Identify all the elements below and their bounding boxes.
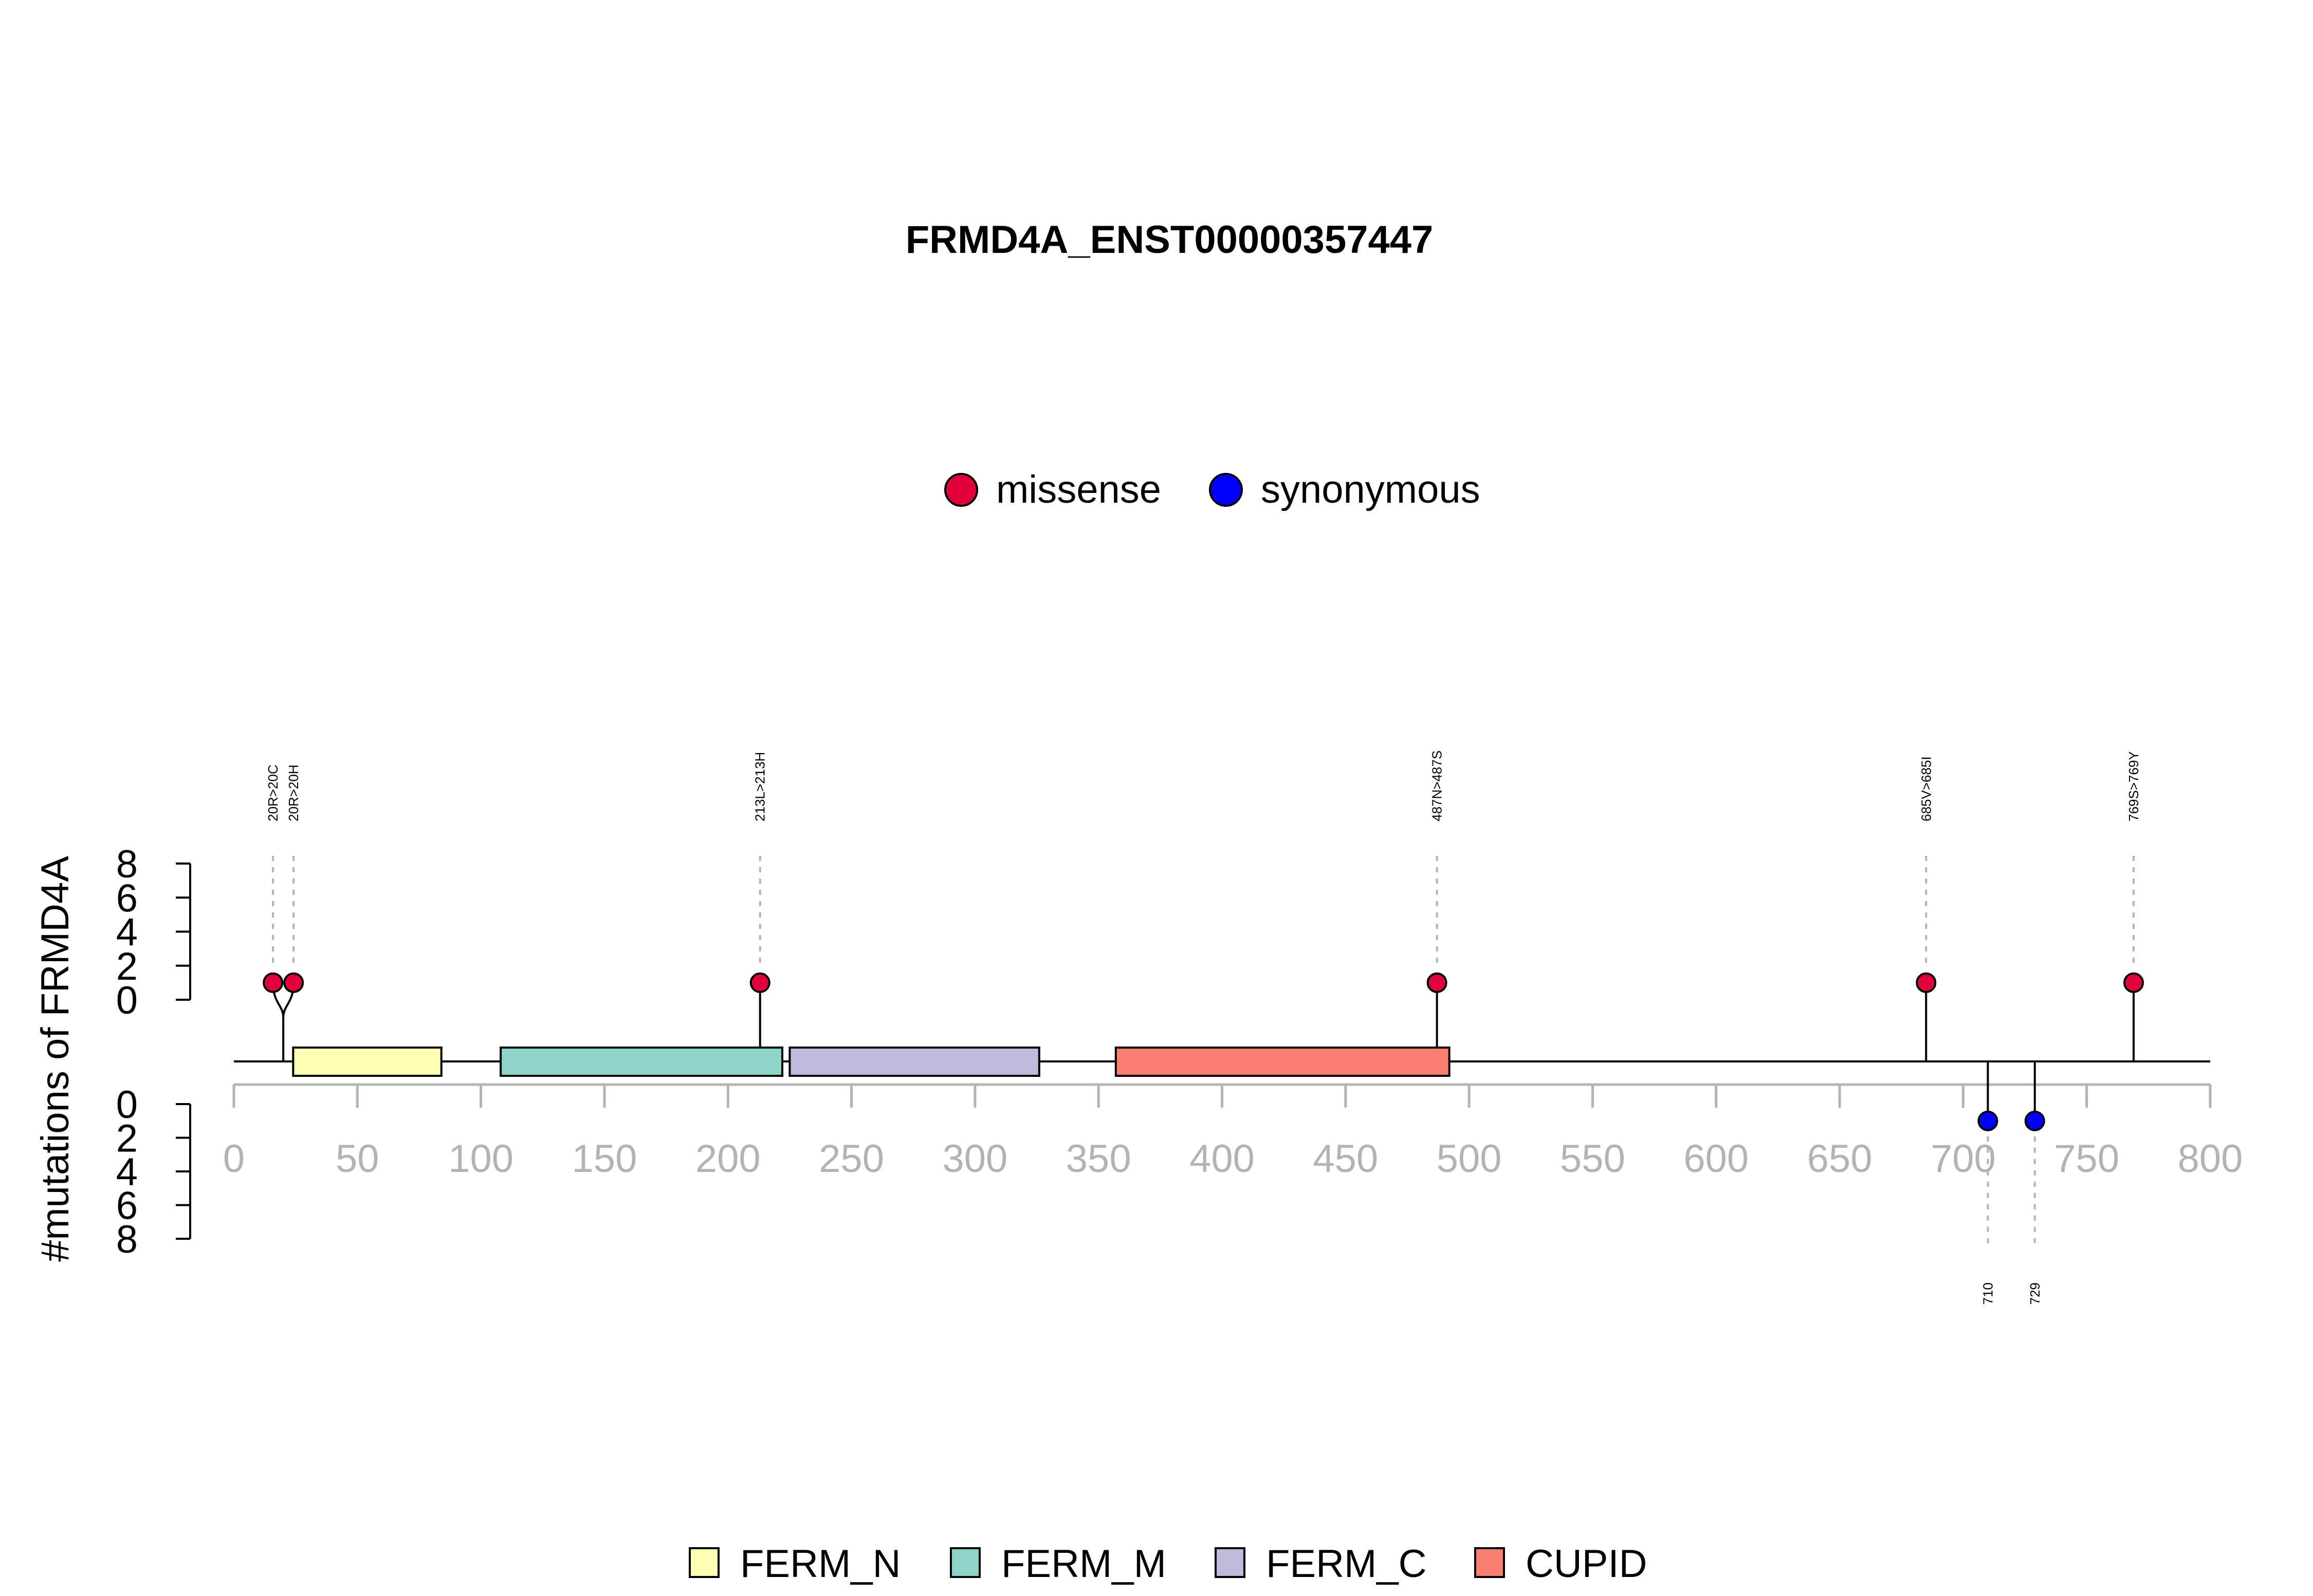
x-tick-label: 300 [942, 1137, 1007, 1181]
domain-FERM_C [788, 1047, 1040, 1077]
legend-swatch-FERM_C [1215, 1547, 1245, 1578]
mutation-label: 769S>769Y [2126, 751, 2141, 821]
legend-label-missense: missense [996, 468, 1161, 511]
legend-marker-synonymous [1209, 473, 1243, 507]
mutation-label: 213L>213H [752, 752, 768, 821]
x-tick-label: 450 [1313, 1137, 1378, 1181]
domain-CUPID [1114, 1047, 1451, 1077]
mutation-label: 487N>487S [1429, 750, 1445, 821]
x-tick-label: 350 [1066, 1137, 1131, 1181]
x-tick-label: 150 [572, 1137, 637, 1181]
domain-FERM_M [500, 1047, 783, 1077]
mutation-point-missense [1426, 972, 1447, 993]
legend-swatch-FERM_M [950, 1547, 981, 1578]
lower-y-tick-label: 4 [116, 1150, 138, 1194]
mutation-label: 729 [2027, 1282, 2043, 1305]
x-tick-label: 750 [2054, 1137, 2119, 1181]
legend-label-synonymous: synonymous [1261, 468, 1480, 511]
mutation-label: 20R>20H [286, 764, 301, 821]
upper-y-tick-label: 4 [116, 911, 138, 955]
lower-y-tick-label: 6 [116, 1184, 138, 1228]
upper-y-tick-label: 0 [116, 979, 138, 1022]
x-tick-label: 50 [336, 1137, 379, 1181]
x-tick-label: 0 [223, 1137, 245, 1181]
x-tick-label: 550 [1560, 1137, 1625, 1181]
x-tick-label: 100 [448, 1137, 513, 1181]
mutation-point-missense [283, 972, 304, 993]
lower-y-tick-label: 2 [116, 1117, 138, 1161]
legend-label-FERM_N: FERM_N [740, 1542, 901, 1586]
legend-label-CUPID: CUPID [1526, 1542, 1647, 1586]
upper-y-tick-label: 6 [116, 876, 138, 920]
chart-title: FRMD4A_ENST00000357447 [906, 218, 1434, 262]
lower-y-tick-label: 0 [116, 1083, 138, 1127]
upper-y-tick-label: 8 [116, 842, 138, 886]
legend-label-FERM_M: FERM_M [1001, 1542, 1166, 1586]
legend-swatch-CUPID [1474, 1547, 1505, 1578]
mutation-label: 685V>685I [1918, 756, 1934, 821]
mutation-point-missense [263, 972, 284, 993]
mutation-point-synonymous [2024, 1110, 2045, 1131]
x-tick-label: 400 [1189, 1137, 1255, 1181]
mutation-label: 20R>20C [265, 764, 281, 821]
y-axis-label: #mutations of FRMD4A [33, 856, 77, 1262]
x-tick-label: 700 [1931, 1137, 1996, 1181]
x-tick-label: 500 [1437, 1137, 1502, 1181]
legend-label-FERM_C: FERM_C [1266, 1542, 1426, 1586]
x-tick-label: 200 [695, 1137, 761, 1181]
legend-marker-missense [944, 473, 978, 507]
x-tick-label: 250 [819, 1137, 884, 1181]
mutation-point-missense [2123, 972, 2144, 993]
mutation-point-missense [749, 972, 770, 993]
x-tick-label: 600 [1683, 1137, 1749, 1181]
lower-y-tick-label: 8 [116, 1218, 138, 1261]
domain-FERM_N [292, 1047, 443, 1077]
mutation-label: 710 [1980, 1282, 1995, 1305]
mutation-point-synonymous [1977, 1110, 1998, 1131]
x-tick-label: 650 [1807, 1137, 1873, 1181]
x-tick-label: 800 [2178, 1137, 2243, 1181]
legend-swatch-FERM_N [689, 1547, 720, 1578]
upper-y-tick-label: 2 [116, 945, 138, 988]
mutation-point-missense [1916, 972, 1937, 993]
